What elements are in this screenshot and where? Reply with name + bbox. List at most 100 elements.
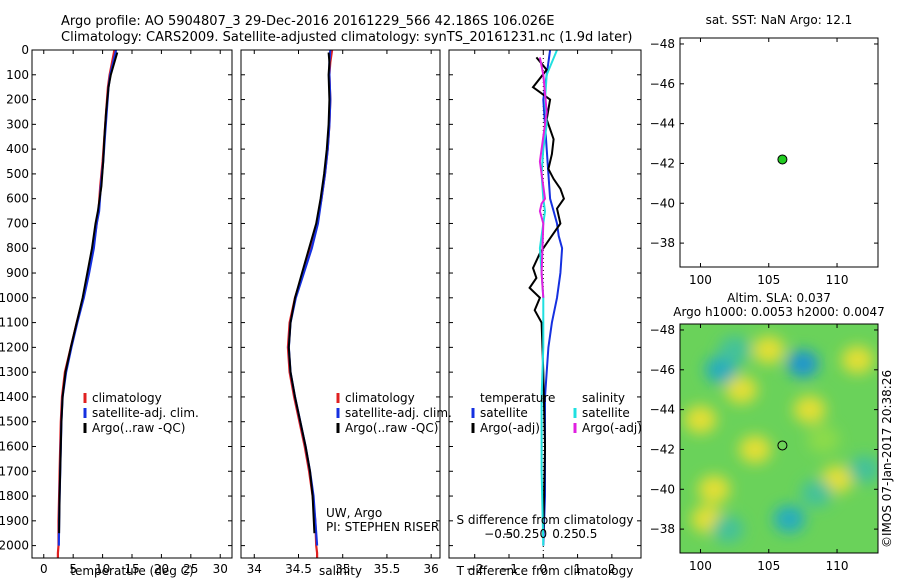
x-axis-label: temperature (deg C) bbox=[70, 564, 193, 578]
x-axis-label: salinity bbox=[319, 564, 362, 578]
x-tick-label: 25 bbox=[183, 562, 198, 576]
lon-tick-label: 105 bbox=[757, 559, 780, 573]
depth-tick-label: 1700 bbox=[0, 464, 29, 478]
x-tick-label: 0 bbox=[539, 562, 547, 576]
sla-cell bbox=[684, 405, 717, 434]
x-tick-label: 15 bbox=[124, 562, 139, 576]
s-tick-label: 0.5 bbox=[578, 527, 597, 541]
figure-title-line-1: Argo profile: AO 5904807_3 29-Dec-2016 2… bbox=[61, 14, 555, 29]
legend-title-salinity: salinity bbox=[582, 391, 625, 405]
lat-tick-label: −40 bbox=[650, 196, 675, 210]
legend-label: climatology bbox=[345, 391, 415, 405]
lon-tick-label: 100 bbox=[689, 273, 712, 287]
x-tick-label: −1 bbox=[500, 562, 518, 576]
lat-tick-label: −38 bbox=[650, 236, 675, 250]
sst-map-panel: 100 105 110 −38 −40 −42 −44 −46 −48 sat. SST: NaN… bbox=[650, 13, 878, 287]
panel-frame-3 bbox=[679, 37, 879, 268]
lon-tick-label: 100 bbox=[689, 559, 712, 573]
t-axis-label: T difference from climatology bbox=[456, 564, 634, 578]
x-tick-label: 10 bbox=[95, 562, 110, 576]
panel-frame-2 bbox=[448, 49, 642, 559]
pi-annotation-2: PI: STEPHEN RISER bbox=[326, 520, 439, 534]
sla-cell bbox=[718, 335, 751, 364]
legend-label: Argo(..raw -QC) bbox=[92, 421, 185, 435]
depth-tick-label: 900 bbox=[6, 266, 29, 280]
sla-cell bbox=[698, 475, 731, 504]
sla-cell bbox=[800, 479, 833, 508]
sla-map-title: Altim. SLA: 0.037 bbox=[727, 291, 831, 305]
x-tick-label: 30 bbox=[213, 562, 228, 576]
s-tick-label: 0.25 bbox=[552, 527, 579, 541]
s-tick-label: −0.5 bbox=[484, 527, 513, 541]
depth-tick-label: 1600 bbox=[0, 439, 29, 453]
x-tick-label: 34 bbox=[247, 562, 262, 576]
pi-annotation-1: UW, Argo bbox=[326, 506, 382, 520]
lon-tick-label: 110 bbox=[826, 273, 849, 287]
sla-cell bbox=[773, 505, 806, 534]
s-axis-label: S difference from climatology bbox=[457, 513, 634, 527]
depth-tick-label: 800 bbox=[6, 241, 29, 255]
lat-tick-label: −48 bbox=[650, 37, 675, 51]
profile-panel-0: 0 5 10 15 20 25 300100200300400500600700800900… bbox=[0, 43, 232, 578]
sla-cell bbox=[786, 349, 819, 378]
s-tick-label: 0 bbox=[539, 527, 547, 541]
panel-frame-4 bbox=[679, 323, 879, 554]
panel-frame-1 bbox=[240, 49, 441, 559]
series-line-2 bbox=[287, 52, 331, 534]
depth-tick-label: 100 bbox=[6, 68, 29, 82]
lat-tick-label: −46 bbox=[650, 363, 675, 377]
depth-tick-label: 1800 bbox=[0, 489, 29, 503]
sla-cell bbox=[848, 455, 878, 484]
panel-frame-0 bbox=[31, 49, 233, 559]
sla-cell bbox=[711, 515, 744, 544]
lon-tick-label: 110 bbox=[826, 559, 849, 573]
profile-panel-1: 34 34.5 35 35.5 36 salinity bbox=[241, 49, 440, 578]
sla-cell bbox=[739, 435, 772, 464]
x-tick-label: −2 bbox=[466, 562, 484, 576]
x-tick-label: 34.5 bbox=[285, 562, 312, 576]
figure-title-line-2: Climatology: CARS2009. Satellite-adjuste… bbox=[61, 30, 633, 45]
sla-cell bbox=[725, 375, 758, 404]
heatmap-blobs bbox=[684, 335, 878, 544]
sla-cell bbox=[807, 425, 840, 454]
lat-tick-label: −44 bbox=[650, 403, 675, 417]
legend-label: Argo(-adj) bbox=[582, 421, 642, 435]
x-tick-label: 1 bbox=[574, 562, 582, 576]
legend-label: climatology bbox=[92, 391, 162, 405]
difference-panel: −2 −1 0 1 2−0.5−0.25 0 0.25 0.5S difference fro… bbox=[449, 49, 642, 578]
x-tick-label: 35 bbox=[335, 562, 350, 576]
legend-label: Argo(-adj) bbox=[480, 421, 540, 435]
legend-label: satellite-adj. clim. bbox=[345, 406, 452, 420]
legend-label: satellite bbox=[582, 406, 630, 420]
x-tick-label: 20 bbox=[154, 562, 169, 576]
sla-map-subtitle: Argo h1000: 0.0053 h2000: 0.0047 bbox=[673, 305, 885, 319]
imos-credit: ©IMOS 07-Jan-2017 20:38:26 bbox=[880, 370, 894, 548]
depth-tick-label: 1000 bbox=[0, 291, 29, 305]
series-line-2 bbox=[58, 52, 119, 534]
x-tick-label: 35.5 bbox=[374, 562, 401, 576]
depth-tick-label: 0 bbox=[21, 43, 29, 57]
lat-tick-label: −48 bbox=[650, 323, 675, 337]
depth-tick-label: 1900 bbox=[0, 514, 29, 528]
lat-tick-label: −44 bbox=[650, 117, 675, 131]
lat-tick-label: −46 bbox=[650, 77, 675, 91]
legend-title-temperature: temperature bbox=[480, 391, 555, 405]
sla-cell bbox=[752, 335, 785, 364]
argo-float-marker bbox=[777, 154, 788, 165]
depth-tick-label: 1500 bbox=[0, 415, 29, 429]
argo-float-marker bbox=[777, 440, 788, 451]
depth-tick-label: 600 bbox=[6, 192, 29, 206]
depth-tick-label: 2000 bbox=[0, 539, 29, 553]
difference-series-1 bbox=[528, 56, 566, 534]
depth-tick-label: 1100 bbox=[0, 316, 29, 330]
lat-tick-label: −40 bbox=[650, 482, 675, 496]
series-line-1 bbox=[57, 50, 118, 546]
heatmap-field bbox=[680, 324, 878, 553]
depth-tick-label: 1200 bbox=[0, 340, 29, 354]
lat-tick-label: −38 bbox=[650, 522, 675, 536]
depth-tick-label: 200 bbox=[6, 93, 29, 107]
lat-tick-label: −42 bbox=[650, 442, 675, 456]
depth-tick-label: 300 bbox=[6, 117, 29, 131]
sst-map-title: sat. SST: NaN Argo: 12.1 bbox=[706, 13, 853, 27]
